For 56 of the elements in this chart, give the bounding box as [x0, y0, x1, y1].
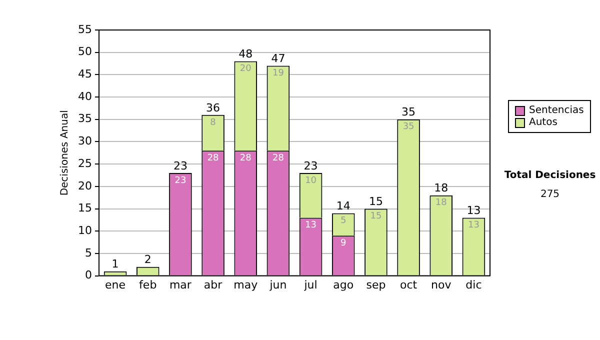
total-label: 36 — [206, 101, 220, 114]
total-label: 48 — [238, 48, 253, 61]
legend-label: Autos — [529, 117, 558, 128]
total-label: 14 — [336, 200, 350, 213]
x-tick-label: feb — [139, 278, 157, 292]
data-label: 23 — [174, 176, 186, 186]
data-label: 8 — [210, 118, 216, 128]
total-label: 23 — [173, 159, 188, 172]
total-label: 2 — [144, 253, 152, 266]
data-label: 9 — [340, 238, 347, 248]
data-label: 15 — [370, 212, 382, 222]
y-tick-label: 35 — [78, 112, 92, 126]
y-tick-label: 25 — [78, 156, 92, 170]
data-label: 18 — [435, 198, 448, 208]
data-label: 10 — [305, 176, 317, 186]
total-label: 47 — [271, 52, 286, 66]
y-tick-label: 10 — [78, 224, 92, 237]
y-tick-label: 40 — [78, 90, 92, 103]
y-tick-label: 0 — [84, 268, 92, 282]
data-label: 19 — [272, 68, 284, 79]
y-tick-label: 5 — [84, 246, 92, 260]
data-label: 5 — [340, 216, 346, 226]
y-axis-title: Decisiones Anual — [60, 110, 71, 196]
data-label: 28 — [272, 154, 284, 164]
y-tick-label: 45 — [78, 68, 92, 81]
text: Total Decisiones — [503, 170, 597, 181]
total-label: 35 — [402, 106, 416, 119]
total-label: 13 — [466, 204, 481, 218]
x-tick-label: abr — [204, 278, 223, 292]
x-tick-label: jun — [268, 278, 287, 292]
x-tick-label: jul — [303, 278, 318, 292]
y-tick-label: 30 — [78, 134, 92, 148]
data-label: 13 — [468, 220, 480, 231]
total-label: 15 — [368, 195, 383, 208]
data-label: 35 — [402, 122, 414, 132]
data-label: 28 — [240, 154, 252, 164]
y-tick-label: 50 — [78, 45, 92, 58]
text: 275 — [539, 189, 561, 200]
y-tick-label: 20 — [78, 179, 92, 192]
legend-label: Sentencias — [529, 105, 584, 116]
x-tick-label: ago — [333, 278, 354, 292]
data-label: 13 — [305, 220, 317, 231]
data-label: 20 — [240, 64, 252, 74]
data-label: 28 — [207, 154, 220, 164]
x-tick-label: ene — [105, 278, 126, 292]
x-tick-label: oct — [400, 278, 418, 292]
total-label: 1 — [112, 258, 119, 271]
total-label: 23 — [304, 159, 318, 172]
x-tick-label: nov — [431, 278, 452, 292]
total-label: 18 — [434, 182, 448, 195]
y-tick-label: 55 — [78, 22, 92, 36]
y-tick-label: 15 — [78, 202, 92, 215]
x-tick-label: mar — [169, 278, 192, 292]
x-tick-label: sep — [366, 278, 386, 292]
x-tick-label: dic — [466, 278, 482, 292]
x-tick-label: may — [234, 278, 258, 292]
